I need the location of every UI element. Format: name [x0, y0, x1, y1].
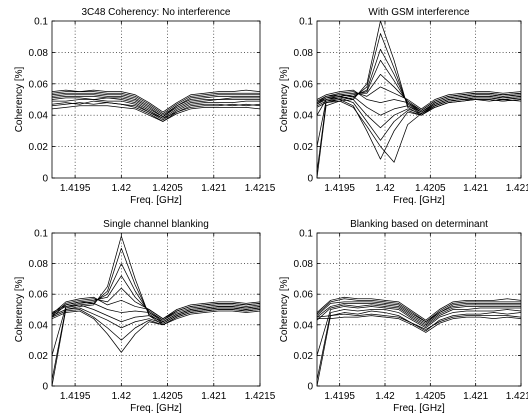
y-tick-label: 0.1 [34, 17, 48, 28]
y-tick-label: 0.08 [294, 259, 314, 270]
chart-title: With GSM interference [368, 7, 470, 18]
plot-frame [316, 20, 522, 179]
x-tick-label: 1.42 [112, 391, 132, 402]
y-tick-label: 0.06 [294, 290, 314, 301]
x-tick-label: 1.4205 [415, 183, 446, 194]
series-line-6 [51, 92, 260, 116]
series-line-6 [51, 296, 261, 320]
series-line-10 [51, 102, 261, 119]
series-line-11 [51, 310, 261, 353]
x-tick-label: 1.421 [463, 183, 488, 194]
series-line-4 [316, 304, 521, 326]
x-axis-label: Freq. [GHz] [130, 195, 182, 206]
series-line-9 [51, 105, 261, 122]
series-line-5 [51, 94, 260, 118]
chart-title: 3C48 Coherency: No interference [82, 7, 231, 18]
series-line-8 [316, 296, 522, 321]
x-tick-label: 1.4215 [245, 391, 276, 402]
x-tick-label: 1.4215 [506, 391, 528, 402]
y-tick-label: 0.02 [29, 351, 49, 362]
x-tick-label: 1.4205 [152, 183, 183, 194]
y-tick-label: 0 [307, 174, 313, 185]
series-line-9 [51, 307, 261, 329]
x-tick-label: 1.421 [201, 391, 226, 402]
x-tick-label: 1.42 [112, 183, 132, 194]
y-tick-label: 0.02 [29, 142, 49, 153]
y-tick-label: 0.04 [29, 111, 49, 122]
plot-frame [51, 20, 261, 179]
y-tick-label: 0.06 [29, 290, 49, 301]
series-line-6 [316, 86, 522, 110]
series-line-4 [51, 275, 261, 321]
series-line-9 [316, 95, 522, 129]
series-line-2 [316, 33, 522, 172]
series-line-10 [51, 309, 261, 341]
y-tick-label: 0 [42, 174, 48, 185]
x-tick-label: 1.4195 [324, 183, 355, 194]
series-line-3 [316, 306, 521, 356]
chart-title: Blanking based on determinant [350, 219, 488, 230]
y-tick-label: 0.06 [294, 79, 314, 90]
x-tick-label: 1.421 [201, 183, 226, 194]
x-tick-label: 1.4205 [415, 391, 446, 402]
y-tick-label: 0 [307, 382, 313, 393]
y-tick-label: 0.1 [299, 17, 313, 28]
y-tick-label: 0.02 [294, 142, 314, 153]
x-axis-label: Freq. [GHz] [393, 403, 445, 414]
series-line-4 [51, 95, 260, 118]
series-line-7 [51, 301, 261, 321]
series-line-3 [51, 97, 260, 119]
series-line-7 [316, 298, 521, 323]
series-line-11 [316, 99, 522, 160]
x-tick-label: 1.42 [375, 183, 395, 194]
plot-frame [51, 232, 261, 387]
y-tick-label: 0 [42, 382, 48, 393]
x-tick-label: 1.4195 [324, 391, 355, 402]
series-line-8 [51, 89, 261, 113]
y-tick-label: 0.04 [29, 320, 49, 331]
series-line-7 [316, 89, 522, 111]
y-axis-label: Coherency [%] [14, 66, 25, 132]
y-axis-label: Coherency [%] [14, 276, 25, 342]
series-line-10 [316, 97, 522, 141]
x-axis-label: Freq. [GHz] [393, 195, 445, 206]
y-tick-label: 0.04 [294, 111, 314, 122]
chart-panel-2: 1.4195 1.42 1.4205 1.421 1.4215 0 0.02 0.04 0.06… [279, 7, 528, 206]
chart-panel-1: 1.4195 1.42 1.4205 1.421 1.4215 0 0.02 0.04 0.06… [14, 7, 276, 206]
y-tick-label: 0.1 [34, 229, 48, 240]
series-line-8 [51, 304, 261, 323]
x-tick-label: 1.42 [375, 391, 395, 402]
chart-title: Single channel blanking [103, 219, 209, 230]
y-tick-label: 0.08 [29, 259, 49, 270]
y-axis-label: Coherency [%] [279, 66, 290, 132]
y-tick-label: 0.08 [29, 48, 49, 59]
series-line-6 [316, 301, 521, 323]
series-line-7 [51, 91, 260, 115]
series-line-2 [52, 99, 260, 121]
series-line-9 [317, 315, 522, 333]
series-line-1 [316, 310, 522, 387]
y-tick-label: 0.04 [294, 320, 314, 331]
y-tick-label: 0.02 [294, 351, 314, 362]
chart-panel-4: 1.4195 1.42 1.4205 1.421 1.4215 0 0.02 0.04 0.06… [279, 219, 528, 414]
series-line-10 [316, 313, 522, 330]
y-tick-label: 0.08 [294, 48, 314, 59]
x-tick-label: 1.4205 [152, 391, 183, 402]
y-tick-label: 0.06 [29, 79, 49, 90]
y-tick-label: 0.1 [299, 229, 313, 240]
x-tick-label: 1.4195 [60, 391, 91, 402]
plot-frame [316, 232, 522, 387]
series-line-2 [316, 309, 522, 380]
series-line-12 [316, 99, 522, 163]
x-tick-label: 1.4195 [60, 183, 91, 194]
chart-panel-3: 1.4195 1.42 1.4205 1.421 1.4215 0 0.02 0.04 0.06… [14, 219, 276, 414]
x-tick-label: 1.421 [463, 391, 488, 402]
x-tick-label: 1.4215 [506, 183, 528, 194]
series-line-8 [316, 94, 522, 116]
x-tick-label: 1.4215 [245, 183, 276, 194]
series-line-5 [316, 303, 521, 324]
y-axis-label: Coherency [%] [279, 276, 290, 342]
x-axis-label: Freq. [GHz] [130, 403, 182, 414]
